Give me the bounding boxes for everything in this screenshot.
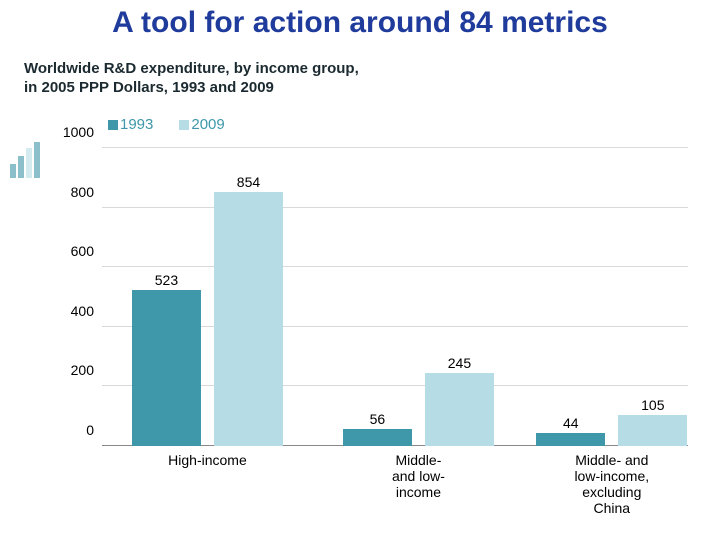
decorative-chart-icon bbox=[10, 138, 40, 178]
y-tick-label: 200 bbox=[71, 362, 102, 378]
bar-group: 44105Middle- and low-income, excluding C… bbox=[530, 148, 694, 446]
bar-value-label: 105 bbox=[641, 397, 664, 413]
legend-item: 1993 bbox=[108, 116, 153, 133]
bar: 854 bbox=[214, 192, 283, 446]
chart-subtitle: Worldwide R&D expenditure, by income gro… bbox=[24, 60, 359, 98]
legend-label: 2009 bbox=[191, 116, 224, 133]
legend-swatch bbox=[108, 120, 118, 130]
bar-group: 56245Middle- and low-income bbox=[336, 148, 500, 446]
bar-value-label: 245 bbox=[448, 355, 471, 371]
y-tick-label: 400 bbox=[71, 303, 102, 319]
bar: 245 bbox=[425, 373, 494, 446]
x-category-label: Middle- and low-income bbox=[377, 446, 459, 500]
bar: 56 bbox=[343, 429, 412, 446]
bar: 523 bbox=[132, 290, 201, 446]
legend-label: 1993 bbox=[120, 116, 153, 133]
bar-value-label: 854 bbox=[237, 174, 260, 190]
bar-value-label: 44 bbox=[563, 415, 579, 431]
bar: 105 bbox=[618, 415, 687, 446]
y-tick-label: 0 bbox=[86, 422, 102, 438]
x-category-label: High-income bbox=[168, 446, 247, 468]
page-title: A tool for action around 84 metrics bbox=[0, 6, 720, 40]
bar-group: 523854High-income bbox=[125, 148, 289, 446]
y-tick-label: 1000 bbox=[63, 124, 102, 140]
legend-swatch bbox=[179, 120, 189, 130]
bar-value-label: 56 bbox=[370, 411, 386, 427]
y-tick-label: 800 bbox=[71, 184, 102, 200]
legend-item: 2009 bbox=[179, 116, 224, 133]
chart: 02004006008001000523854High-income56245M… bbox=[48, 148, 688, 474]
bar: 44 bbox=[536, 433, 605, 446]
y-tick-label: 600 bbox=[71, 243, 102, 259]
plot-area: 02004006008001000523854High-income56245M… bbox=[102, 148, 688, 446]
bar-value-label: 523 bbox=[155, 272, 178, 288]
legend: 1993 2009 bbox=[108, 116, 251, 135]
x-category-label: Middle- and low-income, excluding China bbox=[571, 446, 653, 516]
